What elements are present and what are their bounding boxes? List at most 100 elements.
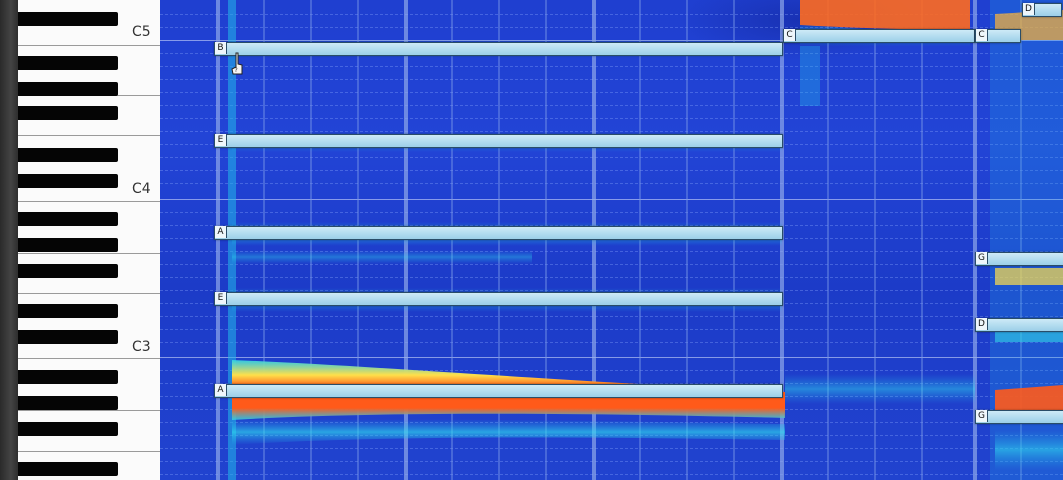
beat-line bbox=[310, 0, 312, 480]
key-divider bbox=[18, 201, 160, 202]
note-name-label: G bbox=[976, 410, 988, 422]
beat-line bbox=[827, 0, 829, 480]
note-name-label: A bbox=[215, 226, 227, 238]
bar-line bbox=[592, 0, 596, 480]
key-divider bbox=[18, 135, 160, 136]
black-key[interactable] bbox=[18, 106, 118, 120]
black-key[interactable] bbox=[18, 174, 118, 188]
semitone-line bbox=[160, 79, 1063, 80]
beat-line bbox=[357, 0, 359, 480]
black-key[interactable] bbox=[18, 462, 118, 476]
black-key[interactable] bbox=[18, 422, 118, 436]
note-blob-a[interactable]: A bbox=[214, 226, 783, 240]
bar-line bbox=[973, 0, 977, 480]
semitone-line bbox=[160, 448, 1063, 449]
semitone-line bbox=[160, 435, 1063, 436]
note-name-label: A bbox=[215, 384, 227, 396]
semitone-line bbox=[160, 461, 1063, 462]
octave-line-c4 bbox=[160, 199, 1063, 200]
black-key[interactable] bbox=[18, 56, 118, 70]
semitone-line bbox=[160, 66, 1063, 67]
beat-line bbox=[733, 0, 735, 480]
beat-line bbox=[451, 0, 453, 480]
bar-line bbox=[404, 0, 408, 480]
semitone-line bbox=[160, 131, 1063, 132]
semitone-line bbox=[160, 14, 1063, 15]
note-name-label: E bbox=[215, 134, 227, 146]
note-blob-a[interactable]: A bbox=[214, 384, 783, 398]
semitone-line bbox=[160, 170, 1063, 171]
semitone-line bbox=[160, 342, 1063, 343]
semitone-line bbox=[160, 264, 1063, 265]
beat-line bbox=[874, 0, 876, 480]
note-name-label: C bbox=[784, 29, 796, 41]
black-key[interactable] bbox=[18, 304, 118, 318]
octave-label-c3: C3 bbox=[132, 339, 151, 355]
key-divider bbox=[18, 253, 160, 254]
black-key[interactable] bbox=[18, 212, 118, 226]
semitone-line bbox=[160, 92, 1063, 93]
bar-line bbox=[780, 0, 784, 480]
black-key[interactable] bbox=[18, 264, 118, 278]
spectrogram-note-grid[interactable]: B E A E A C C D G D G bbox=[160, 0, 1063, 480]
beat-line bbox=[1020, 0, 1022, 480]
black-key[interactable] bbox=[18, 12, 118, 26]
note-blob-e[interactable]: E bbox=[214, 134, 783, 148]
black-key[interactable] bbox=[18, 82, 118, 96]
piano-keyboard[interactable]: C5 C4 C3 bbox=[18, 0, 162, 480]
note-blob-c[interactable]: C bbox=[783, 29, 975, 43]
note-blob-b[interactable]: B bbox=[214, 42, 783, 56]
semitone-line bbox=[160, 474, 1063, 475]
beat-line bbox=[263, 0, 265, 480]
semitone-line bbox=[160, 409, 1063, 410]
semitone-line bbox=[160, 370, 1063, 371]
key-divider bbox=[18, 293, 160, 294]
note-blob-d[interactable]: D bbox=[1022, 3, 1062, 17]
note-blob-g[interactable]: G bbox=[975, 252, 1063, 266]
black-key[interactable] bbox=[18, 238, 118, 252]
octave-label-c5: C5 bbox=[132, 24, 151, 40]
semitone-line bbox=[160, 251, 1063, 252]
note-blob-d[interactable]: D bbox=[975, 318, 1063, 332]
note-name-label: D bbox=[976, 318, 988, 330]
octave-line-c3 bbox=[160, 357, 1063, 358]
key-divider bbox=[18, 358, 160, 359]
note-blob-g[interactable]: G bbox=[975, 410, 1063, 424]
key-divider bbox=[18, 45, 160, 46]
black-key[interactable] bbox=[18, 330, 118, 344]
note-blob-e[interactable]: E bbox=[214, 292, 783, 306]
note-blob-c[interactable]: C bbox=[975, 29, 1021, 43]
beat-line bbox=[545, 0, 547, 480]
note-name-label: B bbox=[215, 42, 227, 54]
hand-cursor-icon: ? bbox=[231, 52, 243, 75]
semitone-line bbox=[160, 290, 1063, 291]
semitone-line bbox=[160, 422, 1063, 423]
bar-line bbox=[216, 0, 220, 480]
octave-label-c4: C4 bbox=[132, 181, 151, 197]
semitone-line bbox=[160, 183, 1063, 184]
semitone-line bbox=[160, 316, 1063, 317]
key-divider bbox=[18, 410, 160, 411]
note-name-label: E bbox=[215, 292, 227, 304]
key-divider bbox=[18, 451, 160, 452]
semitone-line bbox=[160, 277, 1063, 278]
note-name-label: C bbox=[976, 29, 988, 41]
beat-line bbox=[639, 0, 641, 480]
black-key[interactable] bbox=[18, 148, 118, 162]
semitone-line bbox=[160, 105, 1063, 106]
spectral-energy-overlay bbox=[228, 0, 1063, 480]
note-name-label: D bbox=[1023, 3, 1035, 15]
beat-line bbox=[686, 0, 688, 480]
beat-line bbox=[921, 0, 923, 480]
left-scroll-strip[interactable] bbox=[0, 0, 18, 480]
black-key[interactable] bbox=[18, 370, 118, 384]
semitone-line bbox=[160, 157, 1063, 158]
beat-line bbox=[498, 0, 500, 480]
semitone-line bbox=[160, 212, 1063, 213]
semitone-line bbox=[160, 27, 1063, 28]
note-name-label: G bbox=[976, 252, 988, 264]
semitone-line bbox=[160, 118, 1063, 119]
svg-text:?: ? bbox=[235, 67, 238, 74]
black-key[interactable] bbox=[18, 396, 118, 410]
